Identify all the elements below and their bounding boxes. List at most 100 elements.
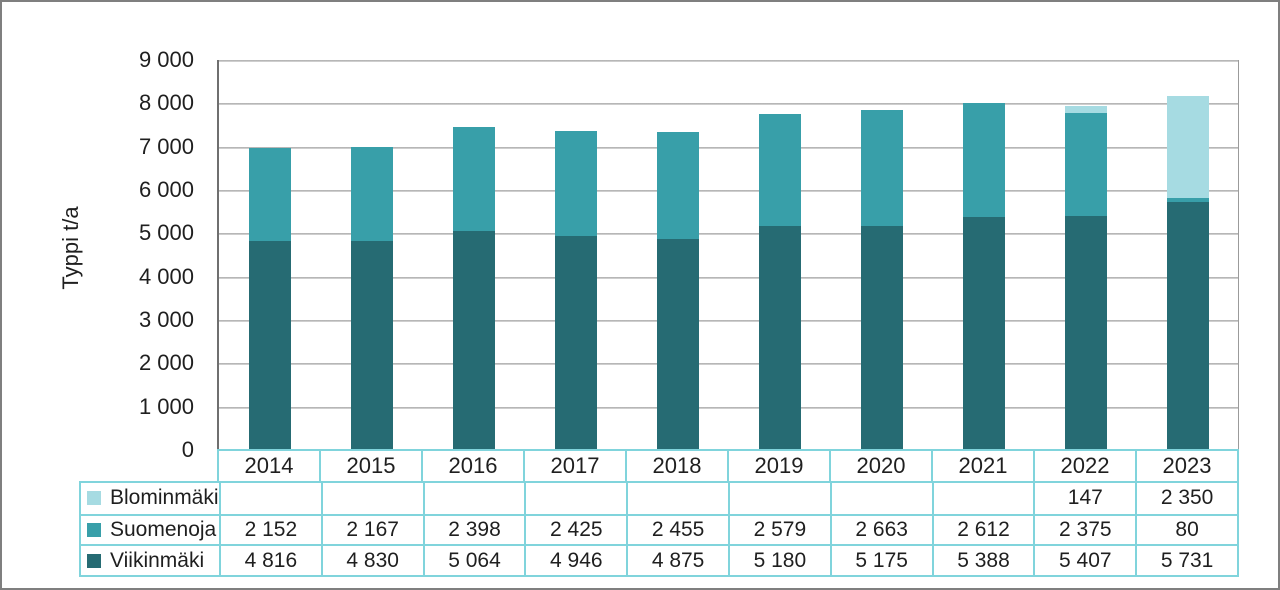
value-cell: 5 175 [829,544,932,575]
bar-segment-Viikinmäki [759,225,801,450]
bar-segment-Suomenoja [555,130,597,236]
y-tick-label: 4 000 [138,263,194,289]
year-header-cell: 2018 [625,451,727,481]
bar-column-2016 [423,60,525,450]
bar-segment-Viikinmäki [1167,201,1209,450]
year-header-cell: 2016 [421,451,523,481]
gridline [219,146,1238,149]
gridline [219,363,1238,366]
y-tick-label: 1 000 [138,393,194,419]
value-cell [728,483,830,514]
bar-segment-Blominmäki [1065,106,1107,113]
y-axis-title: Typpi t/a [58,206,83,290]
year-header-cell: 2023 [1135,451,1237,481]
bar-column-2020 [831,60,933,450]
value-cell: 2 663 [829,513,932,545]
value-cell: 4 875 [626,544,728,575]
value-cell: 2 152 [219,513,321,545]
bar-segment-Suomenoja [759,113,801,226]
legend-label: Viikinmäki [110,548,205,572]
value-cell: 4 946 [524,544,627,575]
y-tick-label: 0 [181,437,194,462]
bar-column-2022 [1035,60,1137,450]
bar-segment-Viikinmäki [453,230,495,450]
data-table: Blominmäki 147 2 350 Suomenoja 2 152 2 167 2 3… [79,481,1239,577]
legend-cell-Viikinmäki: Viikinmäki [81,544,219,575]
value-cell: 2 350 [1135,483,1237,514]
y-tick-label: 7 000 [138,133,194,159]
bar-segment-Viikinmäki [861,225,903,450]
legend-swatch [87,553,101,568]
bar-segment-Viikinmäki [555,235,597,450]
value-cell: 80 [1135,513,1237,545]
legend-swatch [87,491,101,506]
bar-column-2014 [219,60,321,450]
y-tick-label: 3 000 [138,307,194,332]
legend-swatch [87,522,101,537]
bar-segment-Suomenoja [963,103,1005,217]
bar-segment-Suomenoja [351,146,393,241]
bar-segment-Viikinmäki [657,238,699,450]
bar-segment-Blominmäki [1167,96,1209,199]
bar-column-2019 [729,60,831,450]
gridline [219,233,1238,236]
legend-cell-Suomenoja: Suomenoja [81,513,219,545]
gridline [219,190,1238,192]
gridline [219,406,1238,409]
bar-segment-Viikinmäki [1065,215,1107,450]
legend-cell-Blominmäki: Blominmäki [81,483,219,514]
value-cell: 2 167 [320,513,423,545]
value-cell: 5 407 [1033,544,1136,575]
bar-segment-Suomenoja [1167,198,1209,202]
bar-segment-Suomenoja [1065,112,1107,216]
bar-column-2018 [627,60,729,450]
value-cell: 2 455 [626,513,728,545]
year-header-cell: 2017 [523,451,625,481]
y-tick-label: 2 000 [138,350,194,376]
value-cell [931,483,1034,514]
bar-segment-Viikinmäki [963,216,1005,450]
bar-column-2023 [1137,60,1239,450]
value-cell [219,483,321,514]
bar-column-2015 [321,60,423,450]
value-cell [626,483,728,514]
value-cell [524,483,626,514]
y-tick-label: 9 000 [138,47,194,72]
year-header-cell: 2019 [727,451,829,481]
value-cell: 4 830 [320,544,423,575]
bar-column-2017 [525,60,627,450]
bar-segment-Suomenoja [861,110,903,226]
gridline [219,103,1238,106]
legend-label: Suomenoja [110,517,217,541]
legend-label: Blominmäki [110,486,219,510]
y-tick-label: 5 000 [138,220,194,246]
value-cell [320,483,423,514]
value-cell: 2 398 [422,513,525,545]
value-cell: 2 612 [931,513,1034,545]
bar-column-2021 [933,60,1035,450]
bar-segment-Suomenoja [453,126,495,231]
bar-segment-Suomenoja [249,148,291,242]
value-cell: 5 388 [931,544,1034,575]
value-cell: 2 425 [524,513,627,545]
year-header-cell: 2022 [1033,451,1135,481]
bar-segment-Suomenoja [657,132,699,239]
value-cell [422,483,525,514]
y-tick-label: 8 000 [138,90,194,116]
bar-segment-Viikinmäki [249,241,291,450]
value-cell: 147 [1033,483,1135,514]
value-cell: 2 579 [728,513,830,545]
value-cell [829,483,932,514]
year-header-cell: 2021 [931,451,1033,481]
value-cell: 2 375 [1033,513,1136,545]
gridline [219,276,1238,279]
bar-segment-Viikinmäki [351,240,393,450]
year-header-cell: 2014 [244,453,294,478]
value-cell: 5 064 [422,544,525,575]
value-cell: 5 180 [728,544,830,575]
gridline [219,320,1238,322]
value-cell: 5 731 [1135,544,1237,575]
year-header-cell: 2020 [829,451,931,481]
year-header-row: 2014 2015 2016 2017 2018 2019 2020 2021 2022 2023 [217,449,1239,483]
